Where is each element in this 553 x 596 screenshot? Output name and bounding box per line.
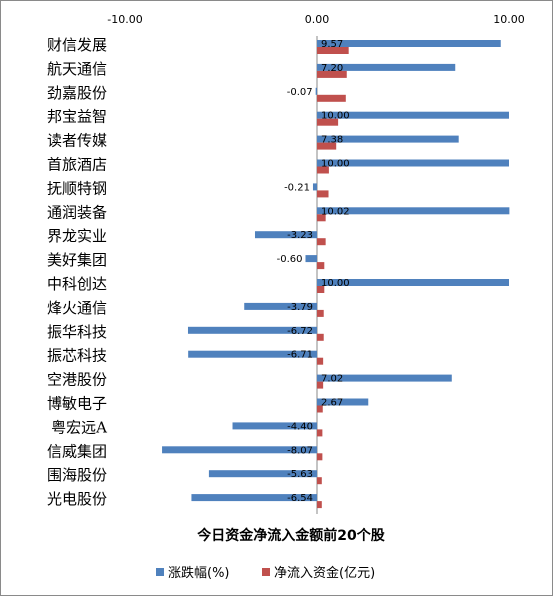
bars — [162, 40, 510, 509]
data-label: -3.23 — [287, 230, 313, 241]
legend-label-change: 涨跌幅(%) — [168, 565, 230, 581]
bar-inflow — [317, 118, 339, 126]
bar-change — [317, 207, 510, 215]
bar-change — [317, 135, 459, 143]
category-label: 财信发展 — [47, 36, 107, 54]
data-label: -0.21 — [284, 182, 310, 193]
x-tick-label: 0.00 — [305, 13, 330, 26]
bar-inflow — [317, 286, 325, 293]
data-label: 10.02 — [321, 206, 350, 217]
bar-inflow — [317, 47, 349, 54]
x-tick-label: -10.00 — [107, 13, 142, 26]
data-label: 10.00 — [321, 278, 350, 289]
data-label: 9.57 — [321, 39, 343, 50]
bar-inflow — [317, 429, 323, 437]
data-label: -5.63 — [287, 469, 313, 480]
bar-inflow — [317, 405, 323, 413]
bar-change — [315, 87, 317, 95]
bar-change — [317, 159, 509, 167]
category-label: 邦宝益智 — [47, 108, 107, 126]
bar-change — [317, 40, 501, 47]
bar-change — [188, 350, 317, 358]
legend: 涨跌幅(%) 净流入资金(亿元) — [156, 565, 375, 581]
bar-inflow — [317, 477, 322, 485]
bar-inflow — [317, 333, 324, 341]
bar-inflow — [317, 238, 326, 246]
category-label: 粤宏远A — [51, 418, 107, 436]
legend-label-inflow: 净流入资金(亿元) — [274, 565, 375, 581]
bar-change — [191, 494, 317, 502]
bar-change — [208, 470, 317, 478]
bar-inflow — [317, 501, 322, 509]
bar-change — [305, 255, 317, 263]
chart-title: 今日资金净流入金额前20个股 — [196, 527, 385, 544]
legend-swatch-inflow — [262, 568, 270, 576]
data-label: -0.07 — [287, 87, 313, 98]
x-tick-labels: -10.00 0.00 10.00 — [107, 13, 524, 26]
data-label: -4.40 — [287, 421, 313, 432]
category-label: 光电股份 — [47, 490, 107, 508]
bar-change — [317, 374, 452, 382]
bar-inflow — [317, 453, 323, 461]
bar-inflow — [317, 190, 329, 198]
bar-change — [187, 326, 317, 334]
category-label: 烽火通信 — [47, 299, 107, 317]
bar-change — [317, 111, 509, 119]
data-label: -6.54 — [287, 493, 313, 504]
data-label: -8.07 — [287, 445, 313, 456]
bar-inflow — [317, 357, 324, 365]
data-labels: 9.57 7.20 -0.07 10.00 7.38 10.00 -0.21 10.02 -3.… — [277, 39, 350, 504]
data-label: 2.67 — [321, 398, 343, 409]
category-label: 美好集团 — [47, 251, 107, 269]
bar-change — [244, 302, 317, 310]
category-label: 围海股份 — [47, 466, 107, 484]
category-labels: 财信发展航天通信劲嘉股份邦宝益智读者传媒首旅酒店抚顺特钢通润装备界龙实业美好集团… — [47, 36, 107, 508]
bar-change — [317, 279, 509, 286]
x-tick-label: 10.00 — [493, 13, 525, 26]
data-label: -3.79 — [287, 302, 313, 313]
bar-inflow — [317, 94, 346, 102]
bar-change — [317, 398, 369, 406]
category-label: 读者传媒 — [47, 132, 107, 150]
data-label: 7.02 — [321, 374, 343, 385]
legend-swatch-change — [156, 568, 164, 576]
bar-inflow — [317, 214, 326, 222]
data-label: 7.20 — [321, 63, 343, 74]
data-label: -0.60 — [277, 254, 303, 265]
bar-inflow — [317, 309, 324, 317]
data-label: 10.00 — [321, 111, 350, 122]
bar-inflow — [317, 262, 325, 270]
data-label: -6.71 — [287, 350, 313, 361]
category-label: 中科创达 — [47, 275, 107, 293]
bar-change — [317, 63, 456, 71]
bar-inflow — [317, 166, 329, 174]
category-label: 抚顺特钢 — [47, 179, 107, 197]
bar-inflow — [317, 70, 347, 78]
bar-inflow — [317, 142, 337, 150]
data-label: 10.00 — [321, 159, 350, 170]
category-label: 信威集团 — [47, 442, 107, 460]
data-label: -6.72 — [287, 326, 313, 337]
category-label: 通润装备 — [47, 203, 107, 221]
bar-change — [254, 231, 317, 239]
bar-inflow — [317, 381, 324, 389]
category-label: 航天通信 — [47, 60, 107, 78]
category-label: 振华科技 — [47, 323, 107, 341]
category-label: 首旅酒店 — [47, 156, 107, 174]
category-label: 界龙实业 — [47, 227, 107, 245]
data-label: 7.38 — [321, 135, 343, 146]
category-label: 振芯科技 — [47, 347, 107, 365]
category-label: 劲嘉股份 — [47, 84, 107, 102]
category-label: 空港股份 — [47, 371, 107, 389]
bar-change — [162, 446, 317, 454]
bar-change — [232, 422, 317, 430]
bar-change — [312, 183, 317, 191]
category-label: 博敏电子 — [47, 395, 107, 413]
